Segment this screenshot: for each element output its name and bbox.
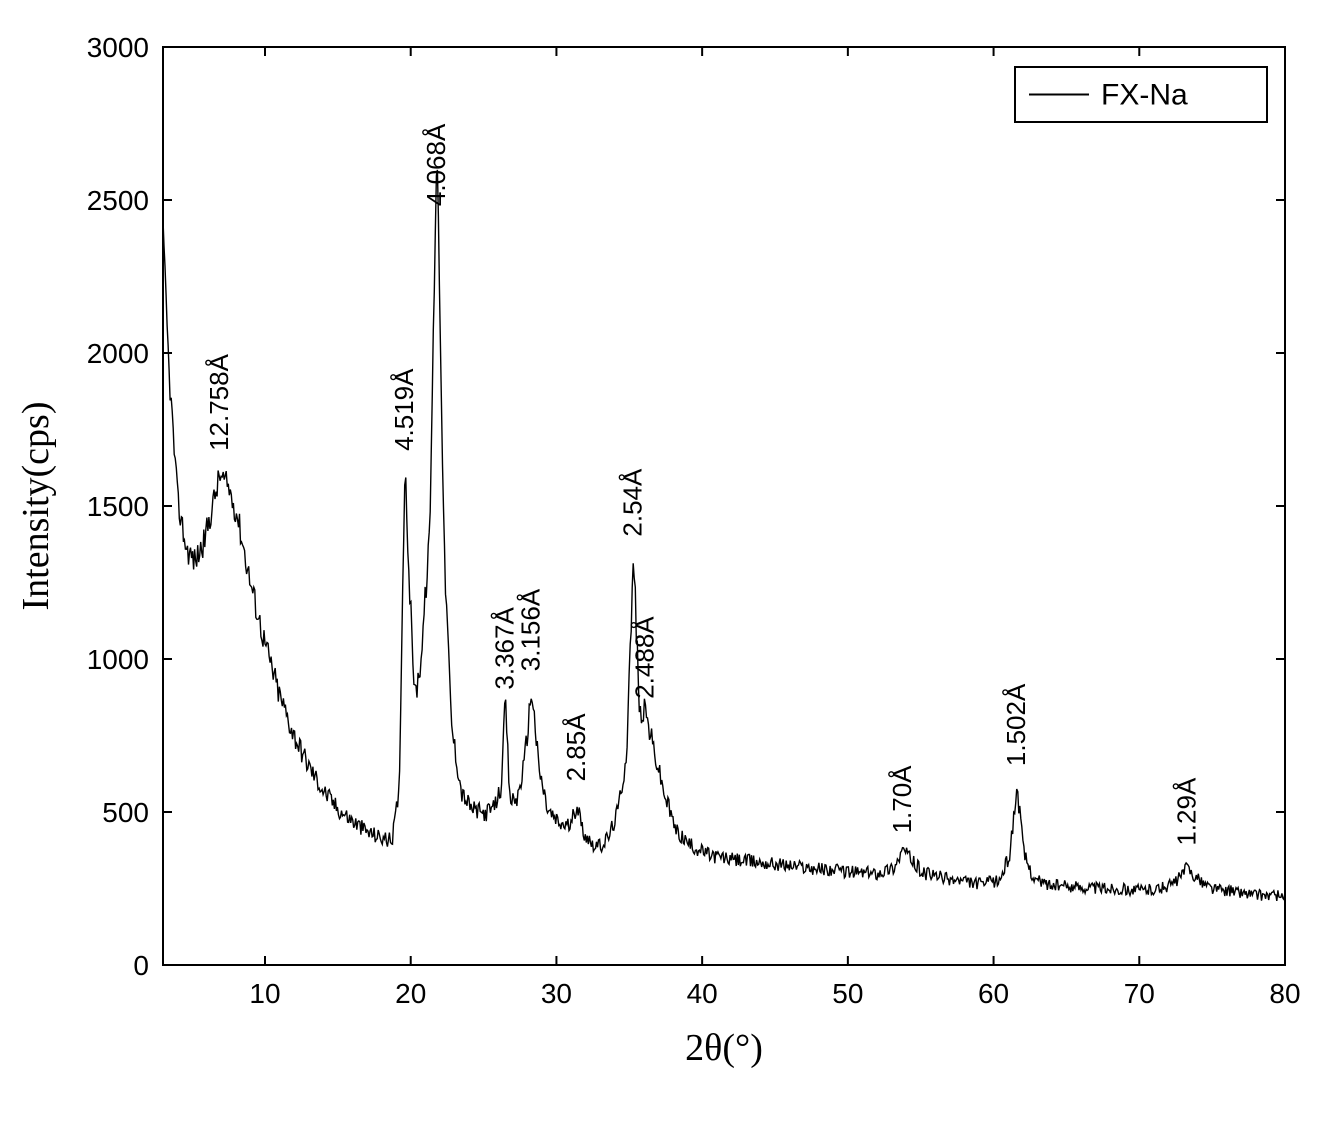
- peak-label: 1.70Å: [887, 765, 917, 834]
- y-tick-label: 3000: [87, 32, 149, 63]
- y-tick-label: 2000: [87, 338, 149, 369]
- y-tick-label: 2500: [87, 185, 149, 216]
- peak-label: 12.758Å: [204, 353, 234, 451]
- x-tick-label: 80: [1269, 978, 1300, 1009]
- peak-label: 3.156Å: [516, 588, 546, 671]
- peak-label: 1.502Å: [1001, 683, 1031, 766]
- legend-label: FX-Na: [1101, 79, 1188, 112]
- xrd-chart: 10 20 30 40 50 60 70 80 0 500 1000 1500 2000 2500 3000…: [0, 0, 1340, 1134]
- x-tick-label: 40: [687, 978, 718, 1009]
- peak-label: 4.519Å: [389, 368, 419, 451]
- peak-label: 4.068Å: [421, 123, 451, 206]
- peak-label: 2.54Å: [618, 468, 648, 537]
- y-tick-label: 1500: [87, 491, 149, 522]
- x-axis-label: 2θ(°): [685, 1027, 763, 1069]
- y-tick-label: 0: [133, 950, 149, 981]
- x-tick-label: 70: [1124, 978, 1155, 1009]
- x-tick-label: 60: [978, 978, 1009, 1009]
- x-tick-label: 50: [832, 978, 863, 1009]
- peak-label: 2.488Å: [629, 616, 659, 699]
- y-tick-label: 1000: [87, 644, 149, 675]
- y-tick-label: 500: [102, 797, 149, 828]
- peak-label: 1.29Å: [1171, 777, 1201, 846]
- xrd-trace: [163, 170, 1285, 901]
- x-tick-label: 30: [541, 978, 572, 1009]
- peak-label: 2.85Å: [561, 713, 591, 782]
- y-axis-label: Intensity(cps): [15, 402, 57, 611]
- x-tick-label: 10: [249, 978, 280, 1009]
- x-tick-label: 20: [395, 978, 426, 1009]
